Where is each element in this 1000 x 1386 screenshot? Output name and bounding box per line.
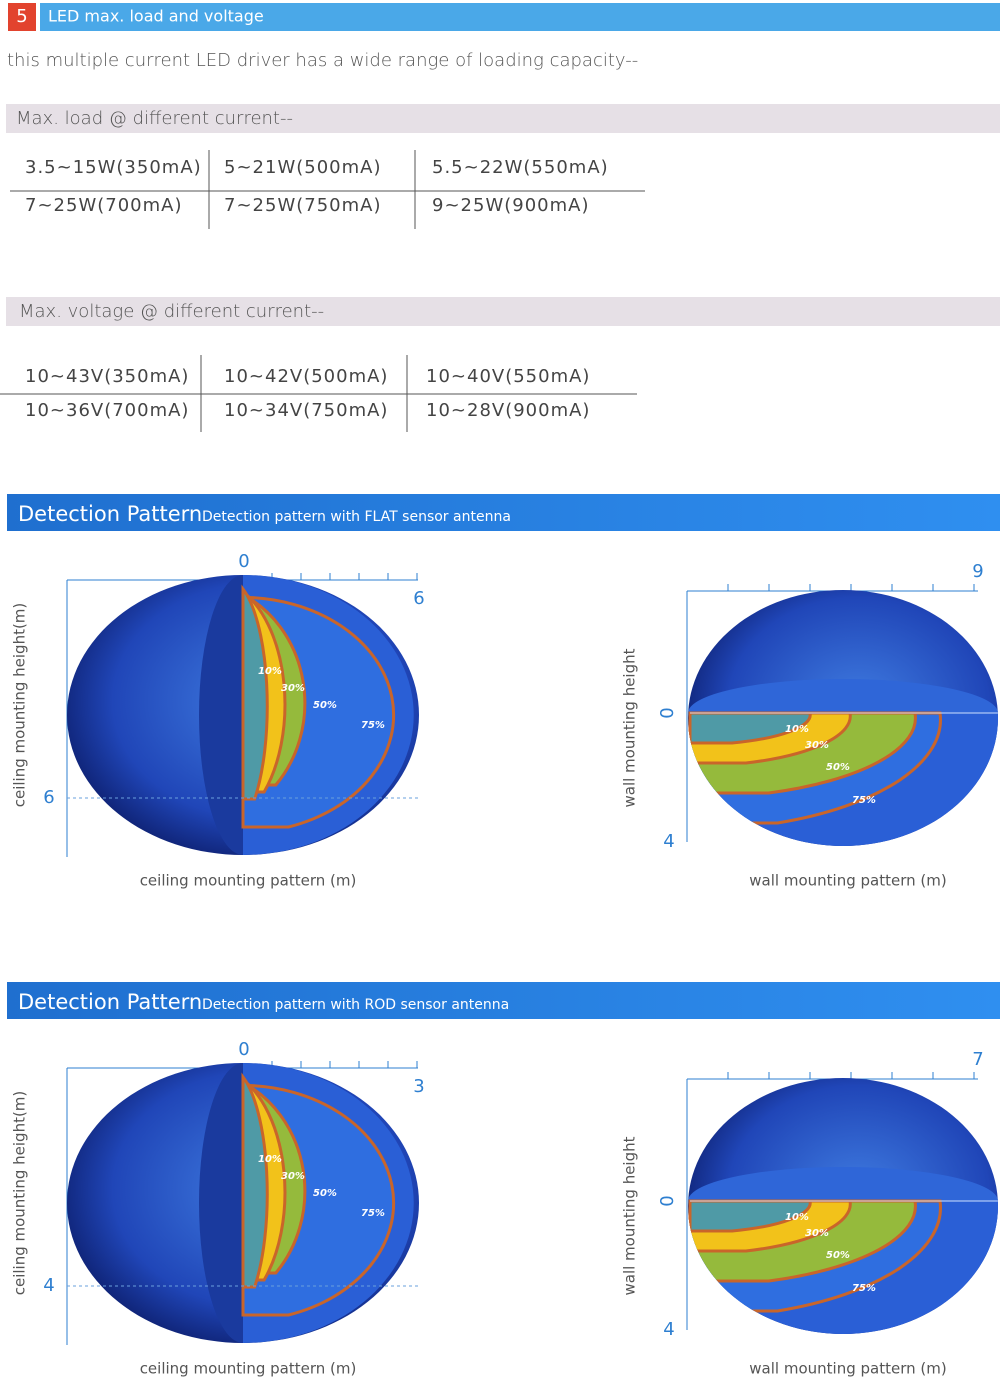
axis-label: ceiling mounting pattern (m): [140, 1360, 357, 1378]
zone-label: 30%: [281, 683, 305, 694]
axis-value: 4: [663, 1319, 674, 1340]
axis-label: ceiling mounting height(m): [11, 1091, 29, 1296]
table-cell: 10~42V(500mA): [224, 366, 388, 387]
zones: [199, 1063, 414, 1343]
axis-value: 3: [413, 1076, 424, 1097]
intro: this multiple current LED driver has a w…: [7, 50, 638, 71]
zone-label: 50%: [313, 700, 337, 711]
axis-value: 4: [663, 831, 674, 852]
table-cell: 10~40V(550mA): [426, 366, 590, 387]
zones: [688, 1167, 998, 1334]
zone-label: 50%: [826, 1250, 850, 1261]
voltage-heading: Max. voltage @ different current--: [19, 301, 324, 322]
axis-label: wall mounting pattern (m): [749, 872, 946, 890]
pattern-title: Detection Pattern: [18, 502, 202, 526]
section-title: LED max. load and voltage: [48, 7, 264, 26]
axis-label: ceiling mounting pattern (m): [140, 872, 357, 890]
zone-area: [241, 584, 269, 801]
axis-value: 6: [413, 588, 424, 609]
zone-area: [688, 711, 812, 745]
zone-label: 50%: [826, 762, 850, 773]
voltage-heading-bar: [6, 297, 1000, 326]
pattern-title: Detection Pattern: [18, 990, 202, 1014]
table-cell: 5~21W(500mA): [224, 157, 382, 178]
load-heading: Max. load @ different current--: [16, 108, 293, 129]
zone-label: 75%: [852, 795, 876, 806]
axis-label: ceiling mounting height(m): [11, 603, 29, 808]
axis-value: 0: [657, 707, 678, 718]
zone-label: 10%: [785, 724, 809, 735]
axis-value: 7: [972, 1049, 983, 1070]
zone-label: 75%: [361, 1208, 385, 1219]
section-bar: [40, 3, 1000, 31]
section-number: 5: [16, 6, 27, 27]
zone-label: 75%: [361, 720, 385, 731]
axis-value: 4: [43, 1275, 54, 1296]
pattern-bar: [7, 494, 1000, 531]
axis-label: wall mounting pattern (m): [749, 1360, 946, 1378]
table-cell: 10~34V(750mA): [224, 400, 388, 421]
zone-label: 10%: [258, 1154, 282, 1165]
axis-value: 9: [972, 561, 983, 582]
section-badge: [8, 3, 36, 31]
axis-value: 6: [43, 787, 54, 808]
axis-value: 0: [657, 1195, 678, 1206]
table-cell: 3.5~15W(350mA): [25, 157, 202, 178]
zones: [199, 575, 414, 855]
zone-label: 10%: [785, 1212, 809, 1223]
table-cell: 7~25W(700mA): [25, 195, 183, 216]
zone-label: 50%: [313, 1188, 337, 1199]
zone-label: 75%: [852, 1283, 876, 1294]
pattern-bar: [7, 982, 1000, 1019]
zone-label: 10%: [258, 666, 282, 677]
axis-value: 0: [238, 1039, 249, 1060]
zone-area: [241, 1072, 269, 1289]
axis-value: 0: [238, 551, 249, 572]
shadow: [199, 575, 243, 855]
axis-label: wall mounting height: [621, 1136, 639, 1295]
zone-label: 30%: [805, 1228, 829, 1239]
pattern-subtitle: Detection pattern with FLAT sensor anten…: [202, 509, 511, 525]
pattern-subtitle: Detection pattern with ROD sensor antenn…: [202, 997, 509, 1013]
table-cell: 10~36V(700mA): [25, 400, 189, 421]
table-cell: 10~43V(350mA): [25, 366, 189, 387]
table-cell: 9~25W(900mA): [432, 195, 590, 216]
table-cell: 7~25W(750mA): [224, 195, 382, 216]
table-cell: 10~28V(900mA): [426, 400, 590, 421]
zone-area: [688, 1199, 812, 1233]
load-heading-bar: [6, 104, 1000, 133]
axis-label: wall mounting height: [621, 648, 639, 807]
shadow: [199, 1063, 243, 1343]
table-cell: 5.5~22W(550mA): [432, 157, 609, 178]
zone-label: 30%: [805, 740, 829, 751]
zone-label: 30%: [281, 1171, 305, 1182]
zones: [688, 679, 998, 846]
